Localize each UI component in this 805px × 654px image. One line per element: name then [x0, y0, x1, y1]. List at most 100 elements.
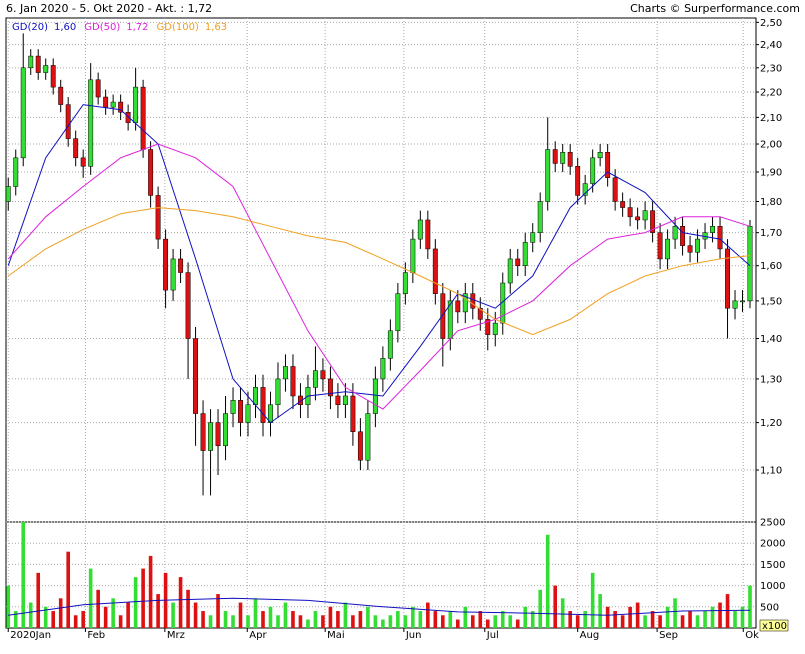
volume-bar: [688, 611, 692, 628]
unit-label: x100: [762, 621, 787, 632]
volume-bar: [598, 594, 602, 628]
volume-bar: [261, 611, 265, 628]
candle-body: [58, 86, 64, 105]
volume-bar: [500, 611, 505, 628]
candle-body: [732, 300, 738, 309]
volume-frame: [5, 521, 757, 629]
y-tick-label: 2,40: [760, 40, 782, 51]
volume-bar: [560, 598, 565, 628]
volume-bar: [298, 615, 303, 628]
candle-body: [642, 210, 648, 221]
volume-bar: [568, 611, 572, 628]
volume-bar: [156, 594, 160, 628]
volume-bar: [583, 611, 587, 628]
volume-bar: [238, 602, 243, 628]
candle-body: [245, 404, 251, 423]
price-frame: [5, 17, 757, 523]
candle-body: [627, 207, 633, 218]
legend-label: GD(50): [84, 22, 120, 33]
candle-body: [275, 378, 281, 405]
volume-bar: [51, 611, 56, 628]
volume-bar: [28, 602, 33, 628]
x-tick-label: 2020Jan: [10, 630, 51, 641]
volume-bar: [66, 551, 70, 628]
volume-bar: [650, 611, 655, 628]
volume-bar: [485, 619, 490, 628]
volume-bar: [613, 611, 617, 628]
candle-body: [230, 400, 236, 414]
candle-body: [20, 67, 26, 159]
volume-bar: [373, 615, 378, 628]
candle-body: [522, 242, 528, 266]
candle-body: [133, 86, 139, 123]
y-tick-label: 2500: [760, 518, 785, 529]
volume-bar: [208, 615, 213, 628]
candle-body: [747, 226, 753, 302]
volume-bar: [508, 615, 513, 628]
candle-body: [687, 245, 693, 253]
volume-bar: [306, 619, 310, 628]
volume-bar: [246, 615, 250, 628]
moving-average-line: [7, 143, 751, 410]
candle-body: [402, 272, 408, 294]
volume-bar: [111, 598, 115, 628]
unit-box: [759, 619, 789, 632]
candle-body: [597, 152, 603, 159]
x-tick-label: Mrz: [167, 630, 185, 641]
volume-bar: [96, 589, 100, 628]
volume-bar: [553, 585, 558, 628]
candle-body: [50, 65, 56, 88]
volume-bar: [665, 606, 670, 628]
volume-bar: [343, 602, 348, 628]
y-tick-label: 2,30: [760, 63, 782, 74]
volume-bar: [321, 615, 325, 628]
candle-body: [462, 293, 468, 313]
volume-bar: [171, 602, 175, 628]
x-tick-label: Jul: [486, 630, 499, 641]
candle-body: [103, 96, 109, 108]
volume-bar: [605, 606, 610, 628]
volume-bar: [276, 615, 280, 628]
volume-bar: [523, 606, 528, 628]
candle-body: [118, 101, 124, 113]
volume-bar: [88, 568, 93, 628]
volume-bar: [463, 606, 468, 628]
y-tick-label: 2,50: [760, 18, 782, 29]
volume-bar: [478, 611, 483, 628]
candle-body: [125, 112, 131, 123]
volume-bar: [695, 615, 700, 628]
y-tick-label: 1,60: [760, 261, 782, 272]
y-tick-label: 2,00: [760, 140, 782, 151]
candle-body: [612, 177, 618, 202]
volume-bar: [253, 598, 258, 628]
candle-body: [575, 166, 581, 196]
volume-bar: [545, 534, 550, 628]
candle-body: [268, 404, 273, 423]
volume-average-line: [8, 597, 751, 616]
y-tick-label: 1,40: [760, 334, 782, 345]
volume-bar: [81, 611, 85, 628]
volume-bar: [283, 602, 288, 628]
candle-body: [590, 157, 596, 184]
volume-bar: [455, 619, 460, 628]
y-tick-label: 1,70: [760, 228, 782, 239]
candle-body: [335, 395, 341, 405]
candle-body: [163, 238, 169, 291]
candle-body: [672, 226, 678, 240]
candle-body: [223, 413, 228, 447]
candle-body: [342, 395, 348, 405]
volume-bar: [403, 615, 408, 628]
candle-body: [350, 395, 356, 432]
candle-body: [417, 219, 423, 240]
volume-bar: [725, 594, 730, 628]
volume-bar: [381, 619, 385, 628]
candle-body: [193, 338, 199, 414]
x-tick-label: Sep: [659, 630, 678, 641]
volume-bar: [126, 602, 130, 628]
x-tick-label: Mai: [327, 630, 345, 641]
candle-body: [372, 378, 378, 414]
x-tick-label: Ok: [745, 630, 759, 641]
x-tick-label: Jun: [405, 630, 422, 641]
candle-body: [155, 195, 161, 240]
